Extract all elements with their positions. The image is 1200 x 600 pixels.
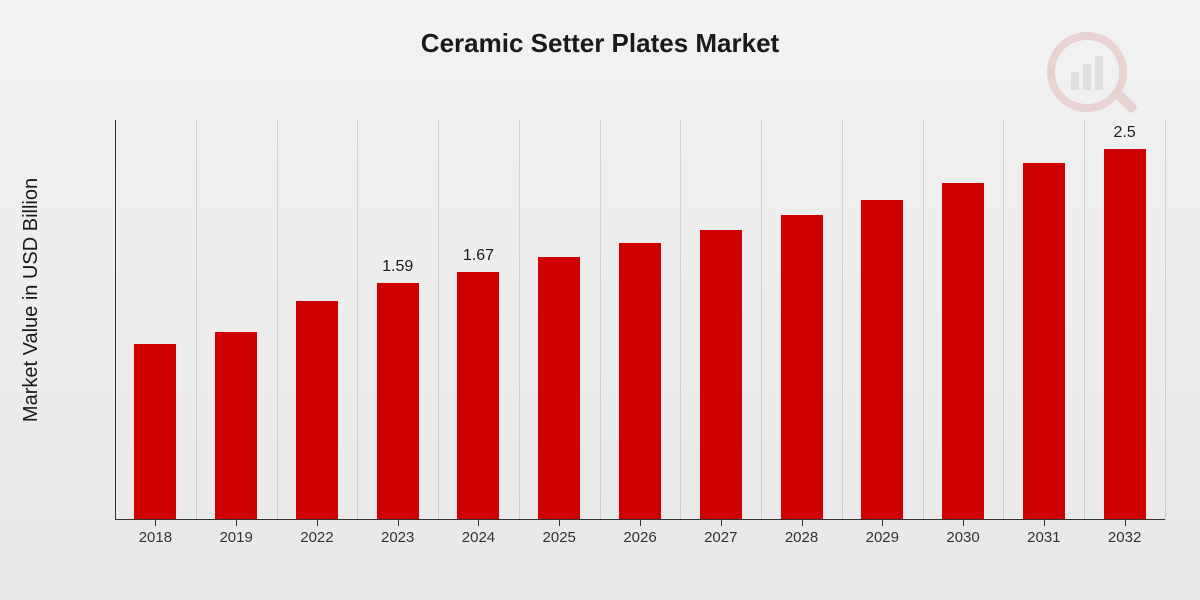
chart-title: Ceramic Setter Plates Market [0, 28, 1200, 59]
bar [619, 243, 661, 519]
bar [942, 183, 984, 519]
x-tick-mark [155, 520, 156, 526]
gridline-v [519, 120, 520, 520]
bar [700, 230, 742, 519]
x-tick-label: 2022 [300, 529, 333, 546]
y-axis [115, 120, 116, 520]
gridline-v [761, 120, 762, 520]
x-tick-mark [1044, 520, 1045, 526]
bar [861, 200, 903, 519]
bar-value-label: 2.5 [1113, 124, 1135, 142]
x-tick-label: 2030 [946, 529, 979, 546]
x-tick-mark [802, 520, 803, 526]
x-tick-mark [317, 520, 318, 526]
x-tick-label: 2019 [219, 529, 252, 546]
bar [1104, 149, 1146, 519]
bar [781, 215, 823, 519]
bar [296, 301, 338, 519]
x-tick-label: 2024 [462, 529, 495, 546]
plot-area: 20182019202220231.5920241.67202520262027… [95, 120, 1165, 520]
x-tick-label: 2029 [866, 529, 899, 546]
x-tick-mark [398, 520, 399, 526]
x-tick-mark [721, 520, 722, 526]
gridline-v [357, 120, 358, 520]
gridline-v [1084, 120, 1085, 520]
x-tick-mark [1125, 520, 1126, 526]
bar-value-label: 1.67 [463, 247, 494, 265]
gridline-v [842, 120, 843, 520]
bar [538, 257, 580, 519]
x-tick-mark [559, 520, 560, 526]
gridline-v [680, 120, 681, 520]
x-tick-mark [882, 520, 883, 526]
bar [457, 272, 499, 519]
gridline-v [277, 120, 278, 520]
x-tick-label: 2023 [381, 529, 414, 546]
x-tick-mark [236, 520, 237, 526]
bar [1023, 163, 1065, 519]
x-tick-label: 2025 [543, 529, 576, 546]
y-axis-label: Market Value in USD Billion [20, 178, 43, 422]
gridline-v [196, 120, 197, 520]
gridline-v [438, 120, 439, 520]
gridline-v [923, 120, 924, 520]
bar [215, 332, 257, 519]
x-tick-mark [478, 520, 479, 526]
bar [134, 344, 176, 519]
gridline-v [1003, 120, 1004, 520]
gridline-v [600, 120, 601, 520]
x-tick-label: 2028 [785, 529, 818, 546]
bar [377, 283, 419, 519]
gridline-v [1165, 120, 1166, 520]
x-tick-label: 2026 [623, 529, 656, 546]
x-tick-label: 2031 [1027, 529, 1060, 546]
x-tick-mark [963, 520, 964, 526]
bar-value-label: 1.59 [382, 258, 413, 276]
x-tick-mark [640, 520, 641, 526]
x-tick-label: 2032 [1108, 529, 1141, 546]
x-tick-label: 2018 [139, 529, 172, 546]
x-tick-label: 2027 [704, 529, 737, 546]
